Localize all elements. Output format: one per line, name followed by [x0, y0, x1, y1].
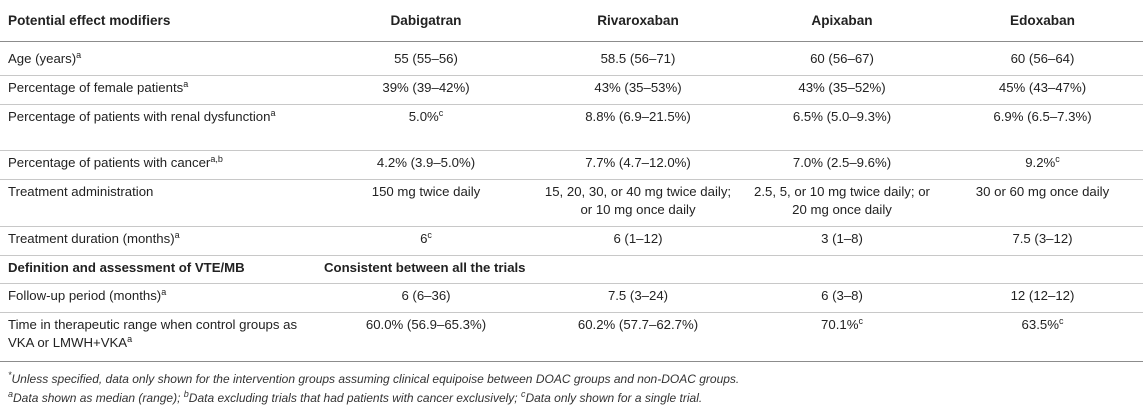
table-row: Follow-up period (months)a 6 (6–36) 7.5 …: [0, 283, 1143, 313]
row-label: Definition and assessment of VTE/MB: [0, 255, 318, 284]
table-row: Percentage of female patientsa 39% (39–4…: [0, 75, 1143, 105]
row-label: Age (years)a: [0, 41, 318, 76]
cell-dabigatran: 4.2% (3.9–5.0%): [318, 150, 534, 180]
spanning-cell: Consistent between all the trials: [318, 255, 1143, 284]
cell-dabigatran: 6 (6–36): [318, 283, 534, 313]
table-row: Percentage of patients with cancera,b 4.…: [0, 150, 1143, 180]
footnote-star: *Unless specified, data only shown for t…: [8, 370, 740, 387]
cell-rivaroxaban: 58.5 (56–71): [534, 41, 742, 76]
row-label: Percentage of patients with cancera,b: [0, 150, 318, 180]
cell-dabigatran: 150 mg twice daily: [318, 179, 534, 227]
cell-apixaban: 2.5, 5, or 10 mg twice daily; or 20 mg o…: [742, 179, 942, 227]
footnote-abc: aData shown as median (range); bData exc…: [8, 389, 703, 406]
cell-rivaroxaban: 8.8% (6.9–21.5%): [534, 104, 742, 151]
table-row: Percentage of patients with renal dysfun…: [0, 104, 1143, 151]
table-row: Definition and assessment of VTE/MB Cons…: [0, 255, 1143, 284]
cell-rivaroxaban: 6 (1–12): [534, 226, 742, 256]
cell-rivaroxaban: 7.7% (4.7–12.0%): [534, 150, 742, 180]
cell-edoxaban: 12 (12–12): [942, 283, 1143, 313]
row-label: Time in therapeutic range when control g…: [0, 312, 318, 362]
cell-apixaban: 6.5% (5.0–9.3%): [742, 104, 942, 151]
cell-apixaban: 6 (3–8): [742, 283, 942, 313]
table-row: Treatment duration (months)a 6c 6 (1–12)…: [0, 226, 1143, 256]
cell-edoxaban: 45% (43–47%): [942, 75, 1143, 105]
cell-apixaban: 43% (35–52%): [742, 75, 942, 105]
row-label: Treatment administration: [0, 179, 318, 227]
header-dabigatran: Dabigatran: [318, 0, 534, 42]
header-apixaban: Apixaban: [742, 0, 942, 42]
table-footnotes: *Unless specified, data only shown for t…: [8, 370, 1133, 408]
comparison-table: Potential effect modifiers Dabigatran Ri…: [0, 0, 1143, 362]
cell-rivaroxaban: 60.2% (57.7–62.7%): [534, 312, 742, 362]
cell-edoxaban: 9.2%c: [942, 150, 1143, 180]
cell-dabigatran: 55 (55–56): [318, 41, 534, 76]
cell-edoxaban: 6.9% (6.5–7.3%): [942, 104, 1143, 151]
header-rivaroxaban: Rivaroxaban: [534, 0, 742, 42]
cell-rivaroxaban: 43% (35–53%): [534, 75, 742, 105]
table-row: Treatment administration 150 mg twice da…: [0, 179, 1143, 227]
header-effect-modifiers: Potential effect modifiers: [0, 0, 318, 42]
row-label: Treatment duration (months)a: [0, 226, 318, 256]
header-edoxaban: Edoxaban: [942, 0, 1143, 42]
cell-edoxaban: 7.5 (3–12): [942, 226, 1143, 256]
cell-apixaban: 60 (56–67): [742, 41, 942, 76]
table-row: Time in therapeutic range when control g…: [0, 312, 1143, 362]
cell-edoxaban: 63.5%c: [942, 312, 1143, 362]
row-label: Follow-up period (months)a: [0, 283, 318, 313]
cell-edoxaban: 60 (56–64): [942, 41, 1143, 76]
row-label: Percentage of female patientsa: [0, 75, 318, 105]
cell-edoxaban: 30 or 60 mg once daily: [942, 179, 1143, 227]
cell-rivaroxaban: 7.5 (3–24): [534, 283, 742, 313]
cell-dabigatran: 60.0% (56.9–65.3%): [318, 312, 534, 362]
row-label: Percentage of patients with renal dysfun…: [0, 104, 318, 151]
cell-dabigatran: 39% (39–42%): [318, 75, 534, 105]
cell-dabigatran: 5.0%c: [318, 104, 534, 151]
table-row: Age (years)a 55 (55–56) 58.5 (56–71) 60 …: [0, 41, 1143, 76]
cell-apixaban: 3 (1–8): [742, 226, 942, 256]
header-row: Potential effect modifiers Dabigatran Ri…: [0, 0, 1143, 42]
cell-apixaban: 7.0% (2.5–9.6%): [742, 150, 942, 180]
cell-rivaroxaban: 15, 20, 30, or 40 mg twice daily; or 10 …: [534, 179, 742, 227]
cell-apixaban: 70.1%c: [742, 312, 942, 362]
cell-dabigatran: 6c: [318, 226, 534, 256]
